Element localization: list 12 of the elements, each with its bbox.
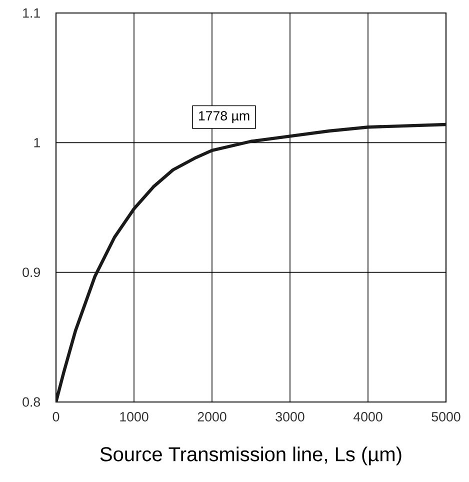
x-tick-label: 1000: [120, 412, 148, 422]
x-tick-label: 3000: [276, 412, 304, 422]
y-tick-label: 1: [34, 138, 40, 148]
y-tick-label: 0.8: [22, 397, 40, 407]
x-tick-label: 0: [52, 412, 60, 422]
y-tick-label: 0.9: [22, 268, 40, 278]
x-axis-title: Source Transmission line, Ls (µm): [100, 446, 402, 466]
x-tick-label: 2000: [198, 412, 226, 422]
y-tick-label: 1.1: [23, 8, 40, 18]
annotation: 1778 µm: [198, 111, 250, 124]
x-tick-label: 5000: [432, 412, 460, 422]
x-tick-label: 4000: [353, 412, 382, 422]
